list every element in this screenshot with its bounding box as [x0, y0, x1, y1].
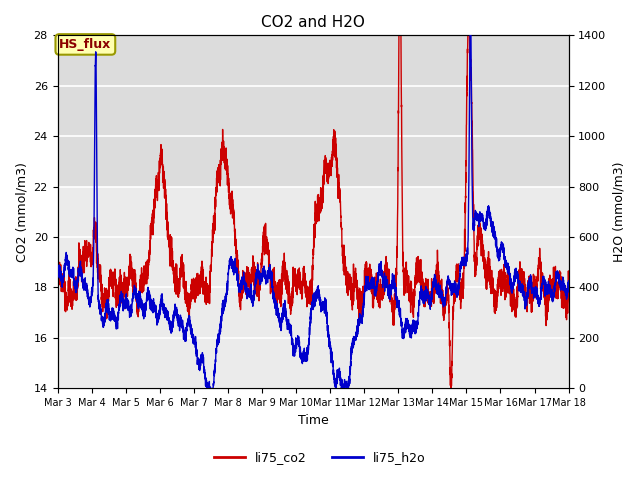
li75_co2 [447, 391, 455, 397]
Y-axis label: H2O (mmol/m3): H2O (mmol/m3) [612, 162, 625, 262]
li75_co2 [147, 233, 154, 239]
li75_co2 [249, 256, 257, 262]
Bar [58, 36, 568, 187]
Legend: li75_co2, li75_h2o: li75_co2, li75_h2o [209, 446, 431, 469]
Line: li75_co2: li75_co2 [58, 0, 568, 394]
li75_h2o [564, 278, 572, 284]
li75_co2 [474, 225, 482, 230]
Y-axis label: CO2 (mmol/m3): CO2 (mmol/m3) [15, 162, 28, 262]
li75_h2o [466, 33, 474, 38]
li75_co2 [564, 290, 572, 296]
li75_co2 [54, 281, 61, 287]
li75_h2o [54, 270, 61, 276]
X-axis label: Time: Time [298, 414, 328, 427]
Title: CO2 and H2O: CO2 and H2O [261, 15, 365, 30]
Text: HS_flux: HS_flux [60, 38, 111, 51]
Line: li75_h2o: li75_h2o [58, 36, 568, 388]
li75_h2o [249, 293, 257, 299]
li75_h2o [360, 291, 368, 297]
li75_co2 [435, 284, 443, 289]
li75_h2o [474, 214, 482, 219]
li75_h2o [147, 293, 154, 299]
li75_co2 [360, 285, 368, 290]
li75_h2o [386, 297, 394, 302]
li75_co2 [386, 286, 394, 291]
li75_h2o [435, 289, 443, 295]
li75_h2o [204, 385, 211, 391]
